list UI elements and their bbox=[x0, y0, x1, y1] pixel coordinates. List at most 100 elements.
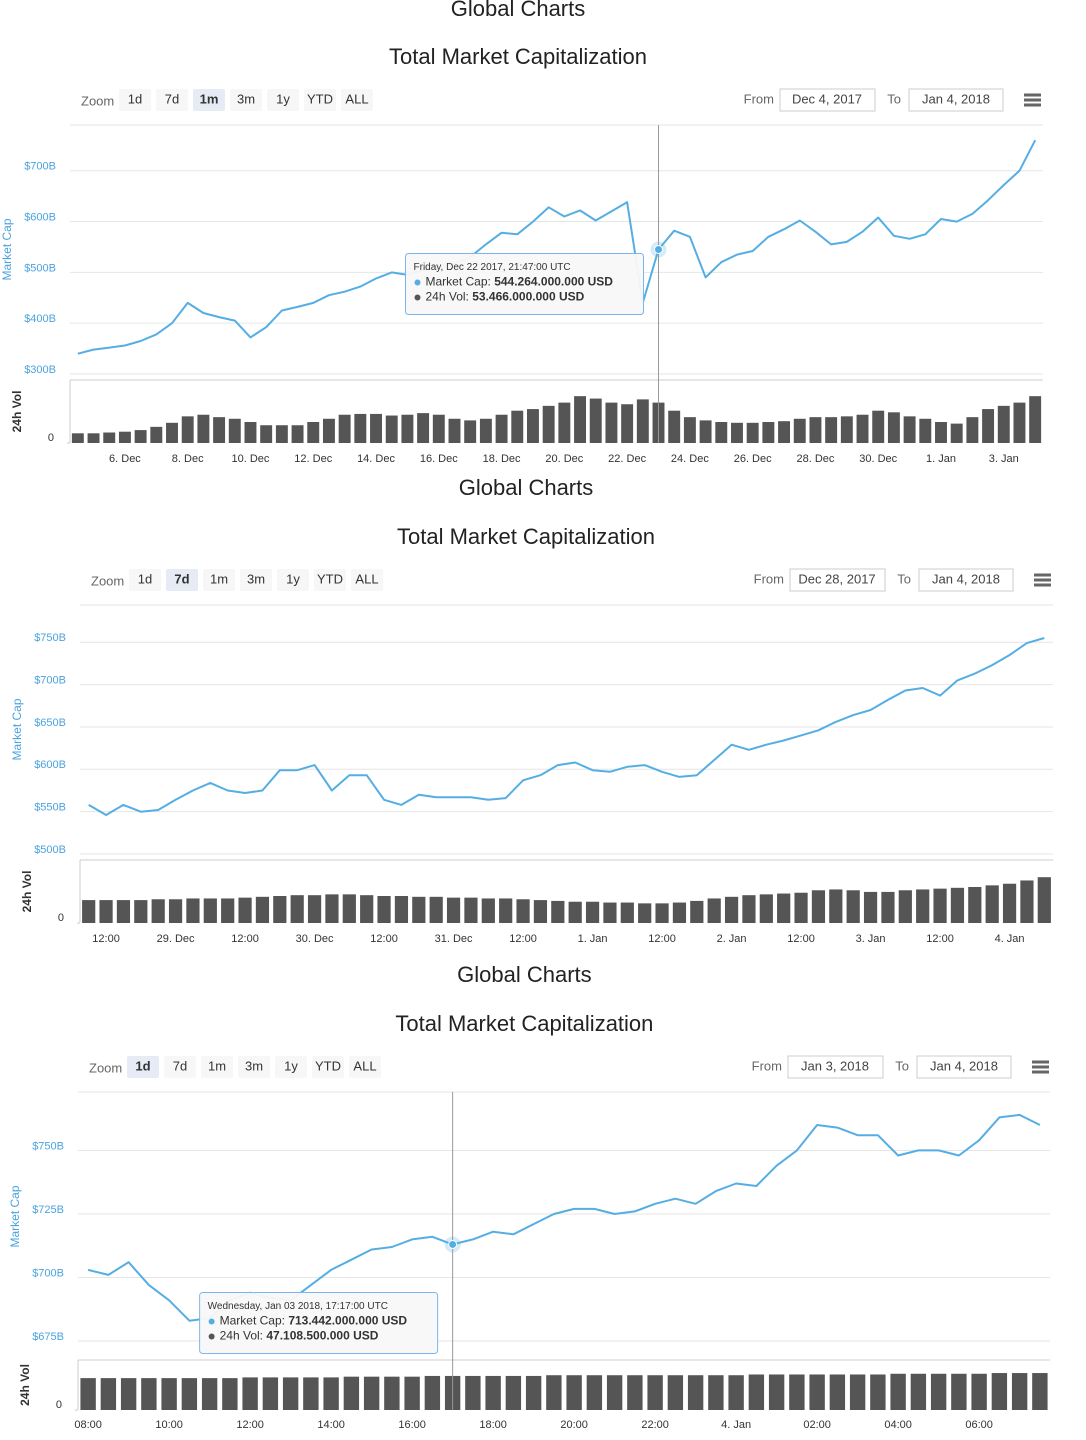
y-tick-label: $300B bbox=[24, 364, 56, 376]
to-date[interactable]: Jan 4, 2018 bbox=[932, 571, 1000, 586]
zoom-button[interactable] bbox=[164, 1056, 196, 1078]
y2-tick-label: 0 bbox=[58, 912, 64, 924]
zoom-button-label[interactable]: 1m bbox=[208, 1058, 226, 1073]
menu-icon-bar[interactable] bbox=[1024, 93, 1041, 97]
volume-bar bbox=[829, 1374, 846, 1410]
volume-bar bbox=[574, 396, 587, 443]
volume-bar bbox=[499, 898, 513, 923]
volume-bar bbox=[116, 900, 131, 923]
from-date[interactable]: Dec 4, 2017 bbox=[792, 91, 862, 106]
zoom-button[interactable] bbox=[275, 1056, 307, 1078]
volume-bar bbox=[221, 898, 235, 923]
volume-bar bbox=[338, 414, 351, 443]
from-input[interactable] bbox=[789, 568, 886, 592]
zoom-button-label[interactable]: 1d bbox=[128, 91, 142, 106]
menu-icon-bar[interactable] bbox=[1032, 1060, 1049, 1064]
zoom-button-label[interactable]: 1d bbox=[138, 571, 152, 586]
menu-icon-bar[interactable] bbox=[1032, 1070, 1049, 1074]
volume-bar bbox=[424, 1375, 441, 1410]
volume-bar bbox=[533, 900, 548, 923]
zoom-button-label[interactable]: 3m bbox=[247, 571, 265, 586]
menu-icon-bar[interactable] bbox=[1034, 583, 1051, 587]
zoom-button-label[interactable]: YTD bbox=[317, 571, 343, 586]
volume-bar bbox=[464, 420, 477, 443]
zoom-button-label[interactable]: 7d bbox=[173, 1058, 187, 1073]
zoom-button-label[interactable]: YTD bbox=[315, 1058, 341, 1073]
volume-bar bbox=[991, 1373, 1008, 1410]
volume-bar bbox=[485, 1375, 501, 1410]
zoom-button[interactable] bbox=[277, 569, 309, 591]
from-input[interactable] bbox=[779, 88, 876, 112]
volume-bar bbox=[982, 409, 995, 443]
zoom-button[interactable] bbox=[238, 1056, 270, 1078]
zoom-button-label[interactable]: 1y bbox=[276, 91, 290, 106]
x-tick-label: 30. Dec bbox=[296, 933, 334, 945]
volume-bar bbox=[481, 898, 495, 923]
volume-bar bbox=[343, 1376, 360, 1410]
menu-icon-bar[interactable] bbox=[1024, 98, 1041, 102]
to-input[interactable] bbox=[916, 1055, 1012, 1079]
zoom-button-label[interactable]: 1y bbox=[286, 571, 300, 586]
volume-bar bbox=[516, 899, 530, 923]
zoom-button-label[interactable]: 3m bbox=[245, 1058, 263, 1073]
from-date[interactable]: Jan 3, 2018 bbox=[801, 1058, 869, 1073]
zoom-button[interactable] bbox=[312, 1056, 344, 1078]
volume-bar bbox=[829, 889, 843, 923]
zoom-button-label[interactable]: 7d bbox=[174, 571, 189, 586]
volume-bar bbox=[401, 414, 414, 443]
zoom-button[interactable] bbox=[156, 89, 188, 111]
to-date[interactable]: Jan 4, 2018 bbox=[922, 91, 990, 106]
y-tick-label: $700B bbox=[32, 1267, 64, 1279]
volume-bar bbox=[728, 1375, 744, 1410]
zoom-button-label[interactable]: 3m bbox=[237, 91, 255, 106]
zoom-button-label[interactable]: YTD bbox=[307, 91, 333, 106]
zoom-button[interactable] bbox=[341, 89, 373, 111]
zoom-button[interactable] bbox=[267, 89, 299, 111]
zoom-button-label[interactable]: ALL bbox=[355, 571, 378, 586]
volume-bar bbox=[890, 1373, 906, 1410]
x-tick-label: 18:00 bbox=[479, 1419, 507, 1431]
volume-bar bbox=[370, 413, 382, 443]
zoom-button[interactable] bbox=[193, 89, 225, 111]
volume-bar bbox=[621, 404, 634, 443]
zoom-button-label[interactable]: 1m bbox=[200, 91, 219, 106]
y-tick-label: $750B bbox=[32, 1140, 64, 1152]
y-axis-label: Market Cap bbox=[8, 1185, 22, 1247]
volume-bar bbox=[566, 1375, 582, 1410]
zoom-button[interactable] bbox=[129, 569, 161, 591]
from-input[interactable] bbox=[787, 1055, 884, 1079]
menu-icon-bar[interactable] bbox=[1034, 578, 1051, 582]
to-date[interactable]: Jan 4, 2018 bbox=[930, 1058, 998, 1073]
zoom-button-label[interactable]: 1d bbox=[135, 1058, 150, 1073]
volume-bar bbox=[1032, 1373, 1048, 1410]
zoom-button-label[interactable]: ALL bbox=[345, 91, 368, 106]
to-input[interactable] bbox=[918, 568, 1014, 592]
zoom-button[interactable] bbox=[203, 569, 235, 591]
zoom-button[interactable] bbox=[304, 89, 336, 111]
x-tick-label: 3. Jan bbox=[989, 453, 1019, 465]
zoom-button-label[interactable]: 1y bbox=[284, 1058, 298, 1073]
menu-icon-bar[interactable] bbox=[1024, 103, 1041, 107]
zoom-button[interactable] bbox=[240, 569, 272, 591]
zoom-button-label[interactable]: ALL bbox=[353, 1058, 376, 1073]
zoom-button[interactable] bbox=[119, 89, 151, 111]
zoom-button[interactable] bbox=[230, 89, 262, 111]
zoom-button-label[interactable]: 7d bbox=[165, 91, 179, 106]
volume-bar bbox=[759, 894, 773, 923]
to-input[interactable] bbox=[908, 88, 1004, 112]
volume-bar bbox=[930, 1373, 947, 1410]
zoom-button[interactable] bbox=[166, 569, 198, 591]
volume-bar bbox=[1020, 880, 1034, 923]
zoom-button[interactable] bbox=[349, 1056, 381, 1078]
zoom-button[interactable] bbox=[127, 1056, 159, 1078]
zoom-button[interactable] bbox=[201, 1056, 233, 1078]
menu-icon-bar[interactable] bbox=[1034, 573, 1051, 577]
page-heading: Global Charts bbox=[459, 475, 594, 500]
zoom-button[interactable] bbox=[314, 569, 346, 591]
from-date[interactable]: Dec 28, 2017 bbox=[798, 571, 875, 586]
zoom-button[interactable] bbox=[351, 569, 383, 591]
y-tick-label: $550B bbox=[34, 802, 66, 814]
menu-icon-bar[interactable] bbox=[1032, 1065, 1049, 1069]
zoom-button-label[interactable]: 1m bbox=[210, 571, 228, 586]
y-tick-label: $600B bbox=[34, 759, 66, 771]
